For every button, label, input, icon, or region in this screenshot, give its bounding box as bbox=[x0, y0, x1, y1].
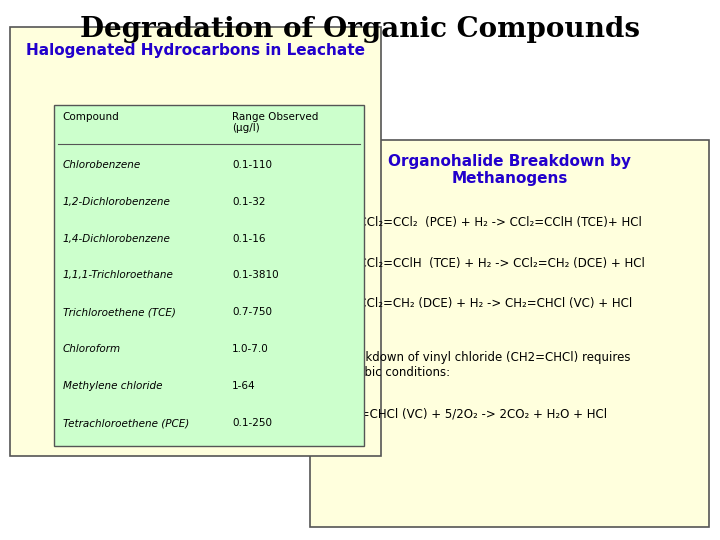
Text: 1.0-7.0: 1.0-7.0 bbox=[232, 345, 269, 354]
Text: Tetrachloroethene (PCE): Tetrachloroethene (PCE) bbox=[63, 418, 189, 428]
Text: Degradation of Organic Compounds: Degradation of Organic Compounds bbox=[80, 16, 640, 43]
Text: 1,2-Dichlorobenzene: 1,2-Dichlorobenzene bbox=[63, 197, 171, 206]
FancyBboxPatch shape bbox=[310, 140, 709, 526]
Text: 0.1-32: 0.1-32 bbox=[232, 197, 266, 206]
Text: (2) CCl₂=CClH  (TCE) + H₂ -> CCl₂=CH₂ (DCE) + HCl: (2) CCl₂=CClH (TCE) + H₂ -> CCl₂=CH₂ (DC… bbox=[338, 256, 645, 269]
Text: 0.1-3810: 0.1-3810 bbox=[232, 271, 279, 280]
Text: Trichloroethene (TCE): Trichloroethene (TCE) bbox=[63, 307, 176, 318]
Text: CH₂=CHCl (VC) + 5/2O₂ -> 2CO₂ + H₂O + HCl: CH₂=CHCl (VC) + 5/2O₂ -> 2CO₂ + H₂O + HC… bbox=[338, 408, 608, 421]
Text: 0.1-16: 0.1-16 bbox=[232, 233, 266, 244]
FancyBboxPatch shape bbox=[10, 27, 381, 456]
Text: (1) CCl₂=CCl₂  (PCE) + H₂ -> CCl₂=CClH (TCE)+ HCl: (1) CCl₂=CCl₂ (PCE) + H₂ -> CCl₂=CClH (T… bbox=[338, 216, 642, 229]
Text: 1,1,1-Trichloroethane: 1,1,1-Trichloroethane bbox=[63, 271, 174, 280]
Text: Range Observed
(μg/l): Range Observed (μg/l) bbox=[232, 112, 318, 133]
Text: Breakdown of vinyl chloride (CH2=CHCl) requires
aerobic conditions:: Breakdown of vinyl chloride (CH2=CHCl) r… bbox=[338, 351, 631, 379]
Text: 1-64: 1-64 bbox=[232, 381, 256, 391]
Text: 0.1-110: 0.1-110 bbox=[232, 159, 272, 170]
Text: Chloroform: Chloroform bbox=[63, 345, 121, 354]
Text: Organohalide Breakdown by
Methanogens: Organohalide Breakdown by Methanogens bbox=[388, 154, 631, 186]
Text: 0.7-750: 0.7-750 bbox=[232, 307, 272, 318]
Text: 0.1-250: 0.1-250 bbox=[232, 418, 272, 428]
Text: 1,4-Dichlorobenzene: 1,4-Dichlorobenzene bbox=[63, 233, 171, 244]
Text: Halogenated Hydrocarbons in Leachate: Halogenated Hydrocarbons in Leachate bbox=[26, 43, 365, 58]
Text: Compound: Compound bbox=[63, 112, 120, 122]
Text: Methylene chloride: Methylene chloride bbox=[63, 381, 162, 391]
Text: (3) CCl₂=CH₂ (DCE) + H₂ -> CH₂=CHCl (VC) + HCl: (3) CCl₂=CH₂ (DCE) + H₂ -> CH₂=CHCl (VC)… bbox=[338, 297, 633, 310]
Text: Chlorobenzene: Chlorobenzene bbox=[63, 159, 141, 170]
FancyBboxPatch shape bbox=[54, 105, 364, 445]
